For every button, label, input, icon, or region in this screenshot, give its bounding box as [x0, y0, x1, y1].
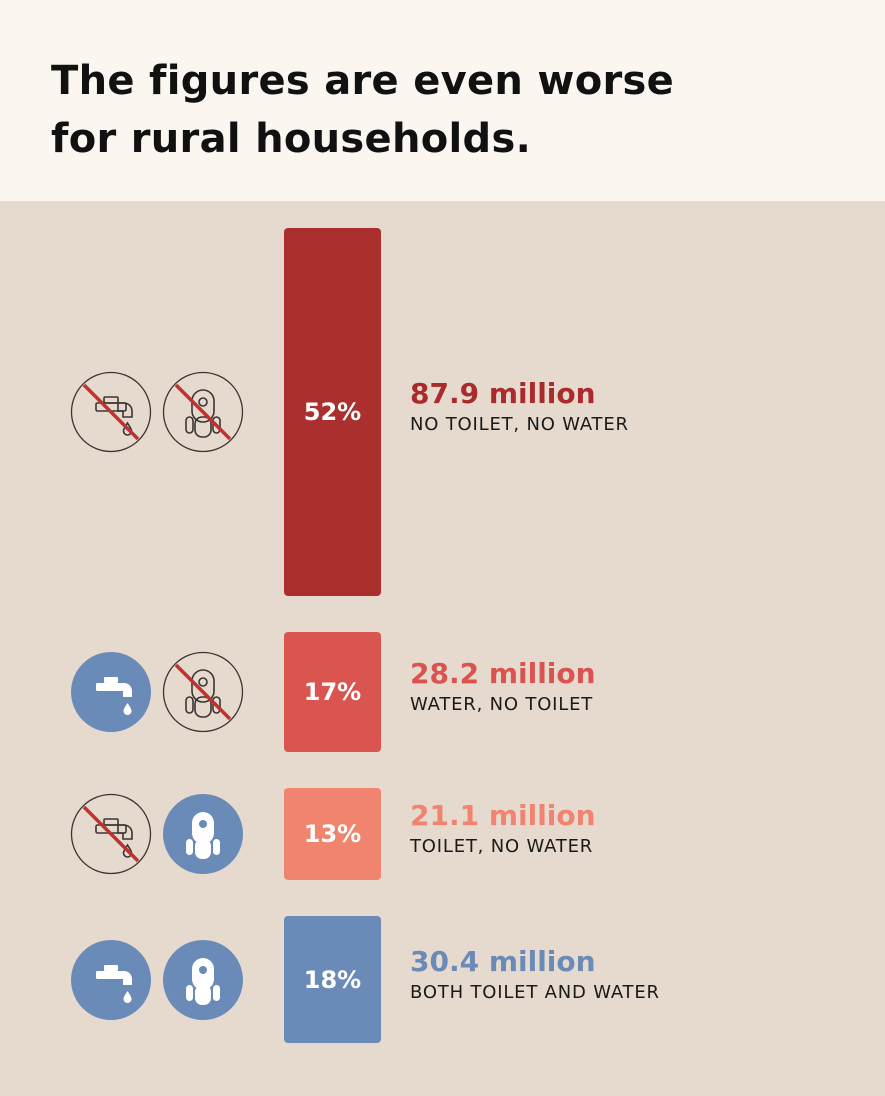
crossed-out-tap-icon — [70, 793, 152, 875]
bar-1: 52% — [284, 228, 381, 596]
bar-2: 17% — [284, 632, 381, 752]
category-label: TOILET, NO WATER — [410, 836, 594, 857]
header: The figures are even worse for rural hou… — [0, 0, 885, 201]
crossed-out-toilet-icon — [162, 371, 244, 453]
category-label: NO TOILET, NO WATER — [410, 414, 629, 435]
count-label: 28.2 million — [410, 657, 596, 690]
category-label: BOTH TOILET AND WATER — [410, 981, 660, 1003]
category-label: WATER, NO TOILET — [410, 694, 594, 715]
crossed-out-tap-icon — [70, 371, 152, 453]
title-line-1: The figures are even worse — [51, 58, 675, 104]
toilet-icon — [163, 794, 243, 874]
title-line-2: for rural households. — [51, 116, 532, 162]
bar-percent-label: 52% — [303, 398, 362, 426]
tap-icon — [71, 652, 151, 732]
count-label: 30.4 million — [410, 944, 596, 978]
bar-3: 13% — [284, 788, 381, 880]
bar-percent-label: 18% — [303, 965, 362, 994]
toilet-icon — [163, 939, 243, 1020]
page-title: The figures are even worse for rural hou… — [51, 52, 751, 168]
crossed-out-toilet-icon — [162, 651, 244, 733]
count-label: 87.9 million — [410, 377, 596, 410]
count-label: 21.1 million — [410, 799, 596, 832]
tap-icon — [71, 939, 151, 1020]
bar-percent-label: 17% — [303, 678, 362, 706]
bar-4: 18% — [284, 916, 381, 1043]
bar-percent-label: 13% — [303, 820, 362, 848]
